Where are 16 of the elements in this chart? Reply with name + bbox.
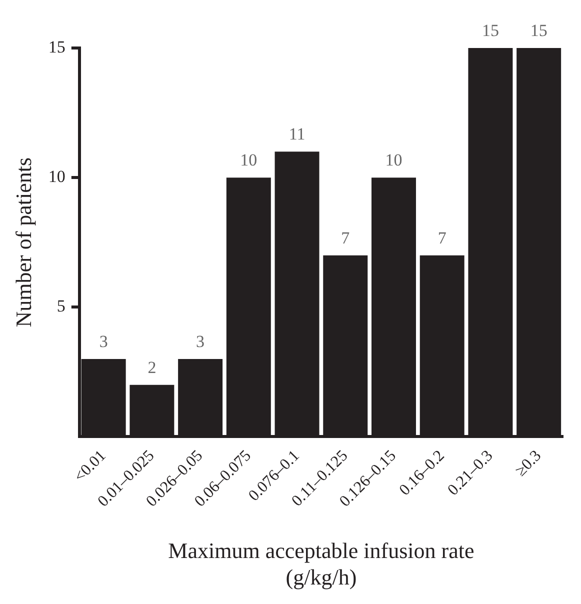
data-label: 2: [148, 358, 156, 377]
y-tick-label: 5: [56, 296, 66, 316]
data-label: 3: [99, 332, 108, 351]
data-label: 7: [341, 228, 350, 248]
data-label: 10: [240, 150, 258, 170]
x-tick-label: ≥0.3: [512, 447, 545, 480]
data-label: 15: [530, 20, 548, 40]
y-tick-label: 10: [48, 167, 66, 186]
data-label: 3: [196, 332, 205, 351]
y-axis-title: Number of patients: [10, 157, 36, 328]
data-label: 11: [288, 124, 306, 144]
data-label: 15: [482, 20, 499, 40]
data-label: 10: [385, 150, 402, 170]
y-tick-label: 15: [48, 37, 66, 56]
x-axis-title: Maximum acceptable infusion rate (g/kg/h): [168, 538, 474, 590]
data-label: 7: [438, 228, 447, 248]
